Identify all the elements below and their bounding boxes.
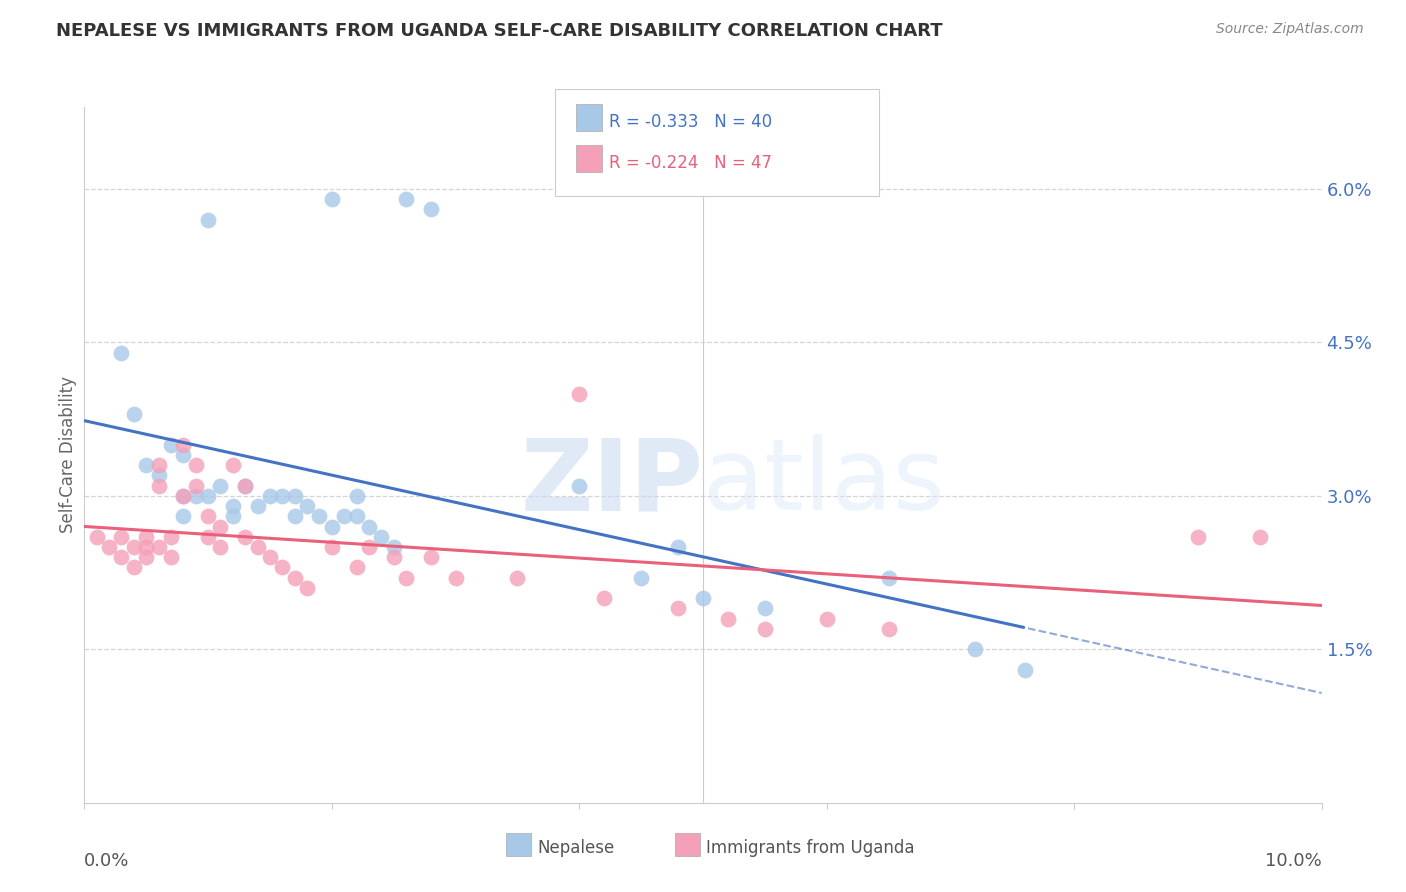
Point	[271, 560, 294, 574]
Point	[246, 540, 269, 554]
Point	[184, 489, 207, 503]
Point	[382, 550, 405, 565]
Point	[197, 212, 219, 227]
Text: 10.0%: 10.0%	[1265, 852, 1322, 870]
Point	[184, 458, 207, 472]
Point	[444, 571, 467, 585]
Point	[370, 530, 392, 544]
Point	[122, 540, 145, 554]
Point	[135, 458, 157, 472]
Point	[148, 468, 170, 483]
Point	[259, 550, 281, 565]
Point	[357, 519, 380, 533]
Point	[222, 458, 245, 472]
Point	[568, 478, 591, 492]
Point	[110, 530, 132, 544]
Point	[148, 458, 170, 472]
Point	[209, 519, 232, 533]
Point	[346, 509, 368, 524]
Point	[419, 550, 441, 565]
Point	[259, 489, 281, 503]
Point	[815, 612, 838, 626]
Point	[135, 530, 157, 544]
Point	[222, 509, 245, 524]
Point	[209, 478, 232, 492]
Point	[1187, 530, 1209, 544]
Point	[357, 540, 380, 554]
Point	[321, 540, 343, 554]
Point	[197, 489, 219, 503]
Point	[754, 601, 776, 615]
Point	[172, 489, 194, 503]
Point	[110, 345, 132, 359]
Point	[197, 509, 219, 524]
Point	[184, 478, 207, 492]
Point	[222, 499, 245, 513]
Text: NEPALESE VS IMMIGRANTS FROM UGANDA SELF-CARE DISABILITY CORRELATION CHART: NEPALESE VS IMMIGRANTS FROM UGANDA SELF-…	[56, 22, 943, 40]
Point	[148, 478, 170, 492]
Text: Nepalese: Nepalese	[537, 839, 614, 857]
Point	[271, 489, 294, 503]
Point	[233, 478, 256, 492]
Point	[419, 202, 441, 217]
Point	[630, 571, 652, 585]
Point	[209, 540, 232, 554]
Text: Immigrants from Uganda: Immigrants from Uganda	[706, 839, 914, 857]
Point	[172, 448, 194, 462]
Point	[506, 571, 529, 585]
Point	[233, 478, 256, 492]
Point	[284, 571, 307, 585]
Text: R = -0.333   N = 40: R = -0.333 N = 40	[609, 113, 772, 131]
Point	[135, 550, 157, 565]
Point	[160, 530, 183, 544]
Point	[593, 591, 616, 606]
Point	[666, 540, 689, 554]
Point	[135, 540, 157, 554]
Point	[308, 509, 330, 524]
Point	[160, 550, 183, 565]
Text: Source: ZipAtlas.com: Source: ZipAtlas.com	[1216, 22, 1364, 37]
Point	[717, 612, 740, 626]
Text: R = -0.224   N = 47: R = -0.224 N = 47	[609, 154, 772, 172]
Point	[395, 192, 418, 206]
Point	[122, 407, 145, 421]
Point	[284, 489, 307, 503]
Point	[172, 509, 194, 524]
Point	[110, 550, 132, 565]
Y-axis label: Self-Care Disability: Self-Care Disability	[59, 376, 77, 533]
Point	[148, 540, 170, 554]
Point	[295, 581, 318, 595]
Point	[321, 192, 343, 206]
Point	[197, 530, 219, 544]
Point	[284, 509, 307, 524]
Text: atlas: atlas	[703, 434, 945, 532]
Point	[98, 540, 121, 554]
Point	[172, 489, 194, 503]
Point	[395, 571, 418, 585]
Text: ZIP: ZIP	[520, 434, 703, 532]
Point	[246, 499, 269, 513]
Text: 0.0%: 0.0%	[84, 852, 129, 870]
Point	[321, 519, 343, 533]
Point	[333, 509, 356, 524]
Point	[1249, 530, 1271, 544]
Point	[122, 560, 145, 574]
Point	[754, 622, 776, 636]
Point	[382, 540, 405, 554]
Point	[568, 386, 591, 401]
Point	[86, 530, 108, 544]
Point	[346, 489, 368, 503]
Point	[295, 499, 318, 513]
Point	[346, 560, 368, 574]
Point	[965, 642, 987, 657]
Point	[666, 601, 689, 615]
Point	[233, 530, 256, 544]
Point	[877, 622, 900, 636]
Point	[172, 438, 194, 452]
Point	[877, 571, 900, 585]
Point	[692, 591, 714, 606]
Point	[160, 438, 183, 452]
Point	[1014, 663, 1036, 677]
